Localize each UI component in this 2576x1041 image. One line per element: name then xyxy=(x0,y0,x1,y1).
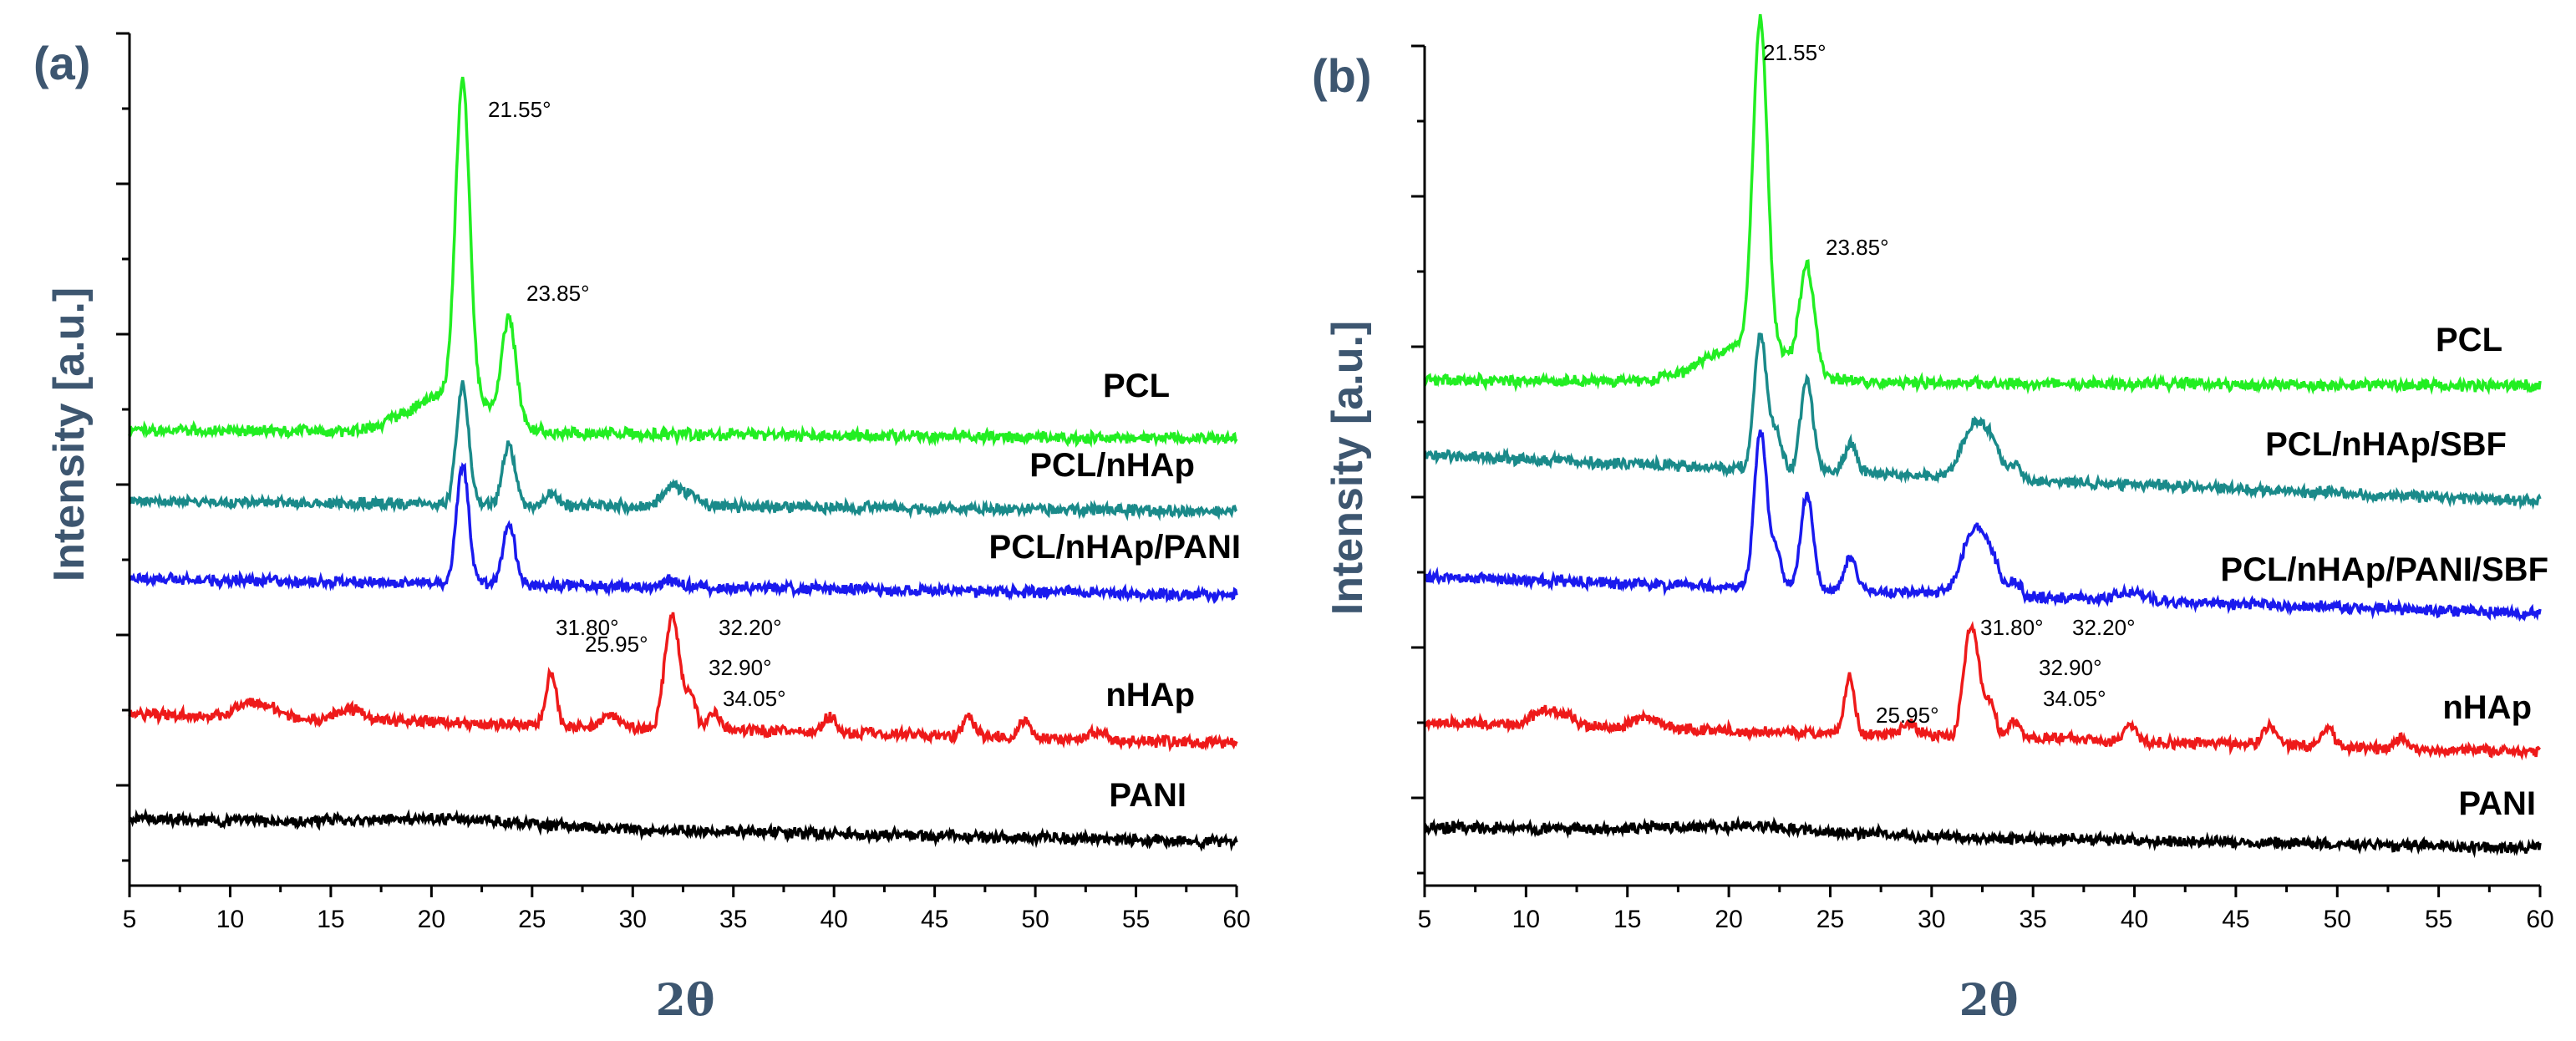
series-line xyxy=(129,462,1238,605)
y-axis-label: Intensity [a.u.] xyxy=(45,287,94,581)
peak-annotation: 32.90° xyxy=(709,655,771,680)
x-tick-label: 45 xyxy=(2222,906,2249,933)
series-line xyxy=(128,380,1238,522)
peak-annotation: 25.95° xyxy=(585,632,648,657)
x-tick-label: 15 xyxy=(317,906,344,933)
peak-annotation: 32.20° xyxy=(719,615,781,640)
series-line xyxy=(128,76,1238,449)
peak-annotation: 31.80° xyxy=(556,615,618,640)
panel-b: (b) Intensity [a.u.] 2θ 5 10 15 20 25 30 35 40 4… xyxy=(1312,13,2554,1026)
series-label: PANI xyxy=(1109,777,1186,814)
x-tick-label: 10 xyxy=(216,906,244,933)
y-axis-label: Intensity [a.u.] xyxy=(1324,321,1372,615)
series-line xyxy=(1424,621,2542,761)
x-tick-label: 55 xyxy=(1122,906,1150,933)
series-label: PCL/nHAp/SBF xyxy=(2265,426,2507,463)
series-line xyxy=(128,808,1238,852)
x-tick-label: 50 xyxy=(2324,906,2351,933)
series-label: PANI xyxy=(2458,785,2536,822)
x-tick-label: 60 xyxy=(2526,906,2553,933)
x-tick-label: 50 xyxy=(1021,906,1049,933)
x-tick-label: 55 xyxy=(2425,906,2452,933)
series-line xyxy=(1423,815,2542,859)
panel-label: (a) xyxy=(33,37,90,89)
series-label: PCL xyxy=(1103,368,1170,404)
series-label: nHAp xyxy=(2442,689,2532,726)
x-tick-label: 15 xyxy=(1613,906,1641,933)
series-label: PCL/nHAp xyxy=(1029,447,1195,484)
peak-annotation: 32.90° xyxy=(2039,655,2101,680)
x-tick-label: 30 xyxy=(1918,906,1945,933)
x-axis-label: 2θ xyxy=(1959,975,2019,1026)
peak-annotations: 21.55° 23.85° 25.95° 31.80° 32.20° 32.90° 34.0… xyxy=(1763,40,2135,728)
x-tick-label: 35 xyxy=(719,906,747,933)
series-label: nHAp xyxy=(1105,677,1195,713)
x-tick-label: 40 xyxy=(820,906,847,933)
x-tick-labels: 5 10 15 20 25 30 35 40 45 50 55 60 xyxy=(123,886,1251,933)
series-group: PCL PCL/nHAp PCL/nHAp/PANI nHAp PANI xyxy=(128,76,1241,852)
peak-annotation: 34.05° xyxy=(723,686,785,711)
x-tick-label: 25 xyxy=(518,906,546,933)
series-line xyxy=(1423,429,2542,622)
panel-label: (b) xyxy=(1312,49,1372,102)
series-line xyxy=(1423,333,2542,510)
series-group: PCL PCL/nHAp/SBF PCL/nHAp/PANI/SBF nHAp PANI xyxy=(1423,13,2548,859)
peak-annotation: 25.95° xyxy=(1876,703,1938,728)
x-tick-label: 5 xyxy=(1418,906,1432,933)
peak-annotation: 32.20° xyxy=(2072,615,2135,640)
peak-annotation: 21.55° xyxy=(488,97,551,122)
series-line xyxy=(128,612,1238,753)
x-tick-label: 10 xyxy=(1512,906,1540,933)
series-line xyxy=(1423,13,2542,396)
peak-annotation: 31.80° xyxy=(1980,615,2043,640)
x-tick-label: 20 xyxy=(418,906,445,933)
x-tick-label: 60 xyxy=(1222,906,1250,933)
series-label: PCL/nHAp/PANI xyxy=(989,529,1241,566)
peak-annotation: 23.85° xyxy=(526,281,589,306)
x-tick-label: 5 xyxy=(123,906,137,933)
peak-annotation: 34.05° xyxy=(2043,686,2106,711)
x-tick-label: 20 xyxy=(1715,906,1742,933)
peak-annotation: 23.85° xyxy=(1826,235,1888,260)
x-tick-label: 30 xyxy=(619,906,647,933)
peak-annotations: 21.55° 23.85° 25.95°31.80° 32.20° 32.90° 34.0… xyxy=(488,97,785,711)
x-tick-label: 40 xyxy=(2121,906,2148,933)
series-label: PCL xyxy=(2436,322,2502,358)
x-tick-label: 35 xyxy=(2019,906,2046,933)
x-tick-label: 25 xyxy=(1816,906,1844,933)
x-tick-labels: 5 10 15 20 25 30 35 40 45 50 55 60 xyxy=(1418,886,2554,933)
series-label: PCL/nHAp/PANI/SBF xyxy=(2220,551,2548,588)
x-tick-label: 45 xyxy=(921,906,948,933)
panel-a: (a) Intensity [a.u.] 2θ 5 10 15 20 25 30 35 40 4… xyxy=(33,32,1251,1026)
peak-annotation: 21.55° xyxy=(1763,40,1826,65)
x-axis-label: 2θ xyxy=(656,975,715,1026)
